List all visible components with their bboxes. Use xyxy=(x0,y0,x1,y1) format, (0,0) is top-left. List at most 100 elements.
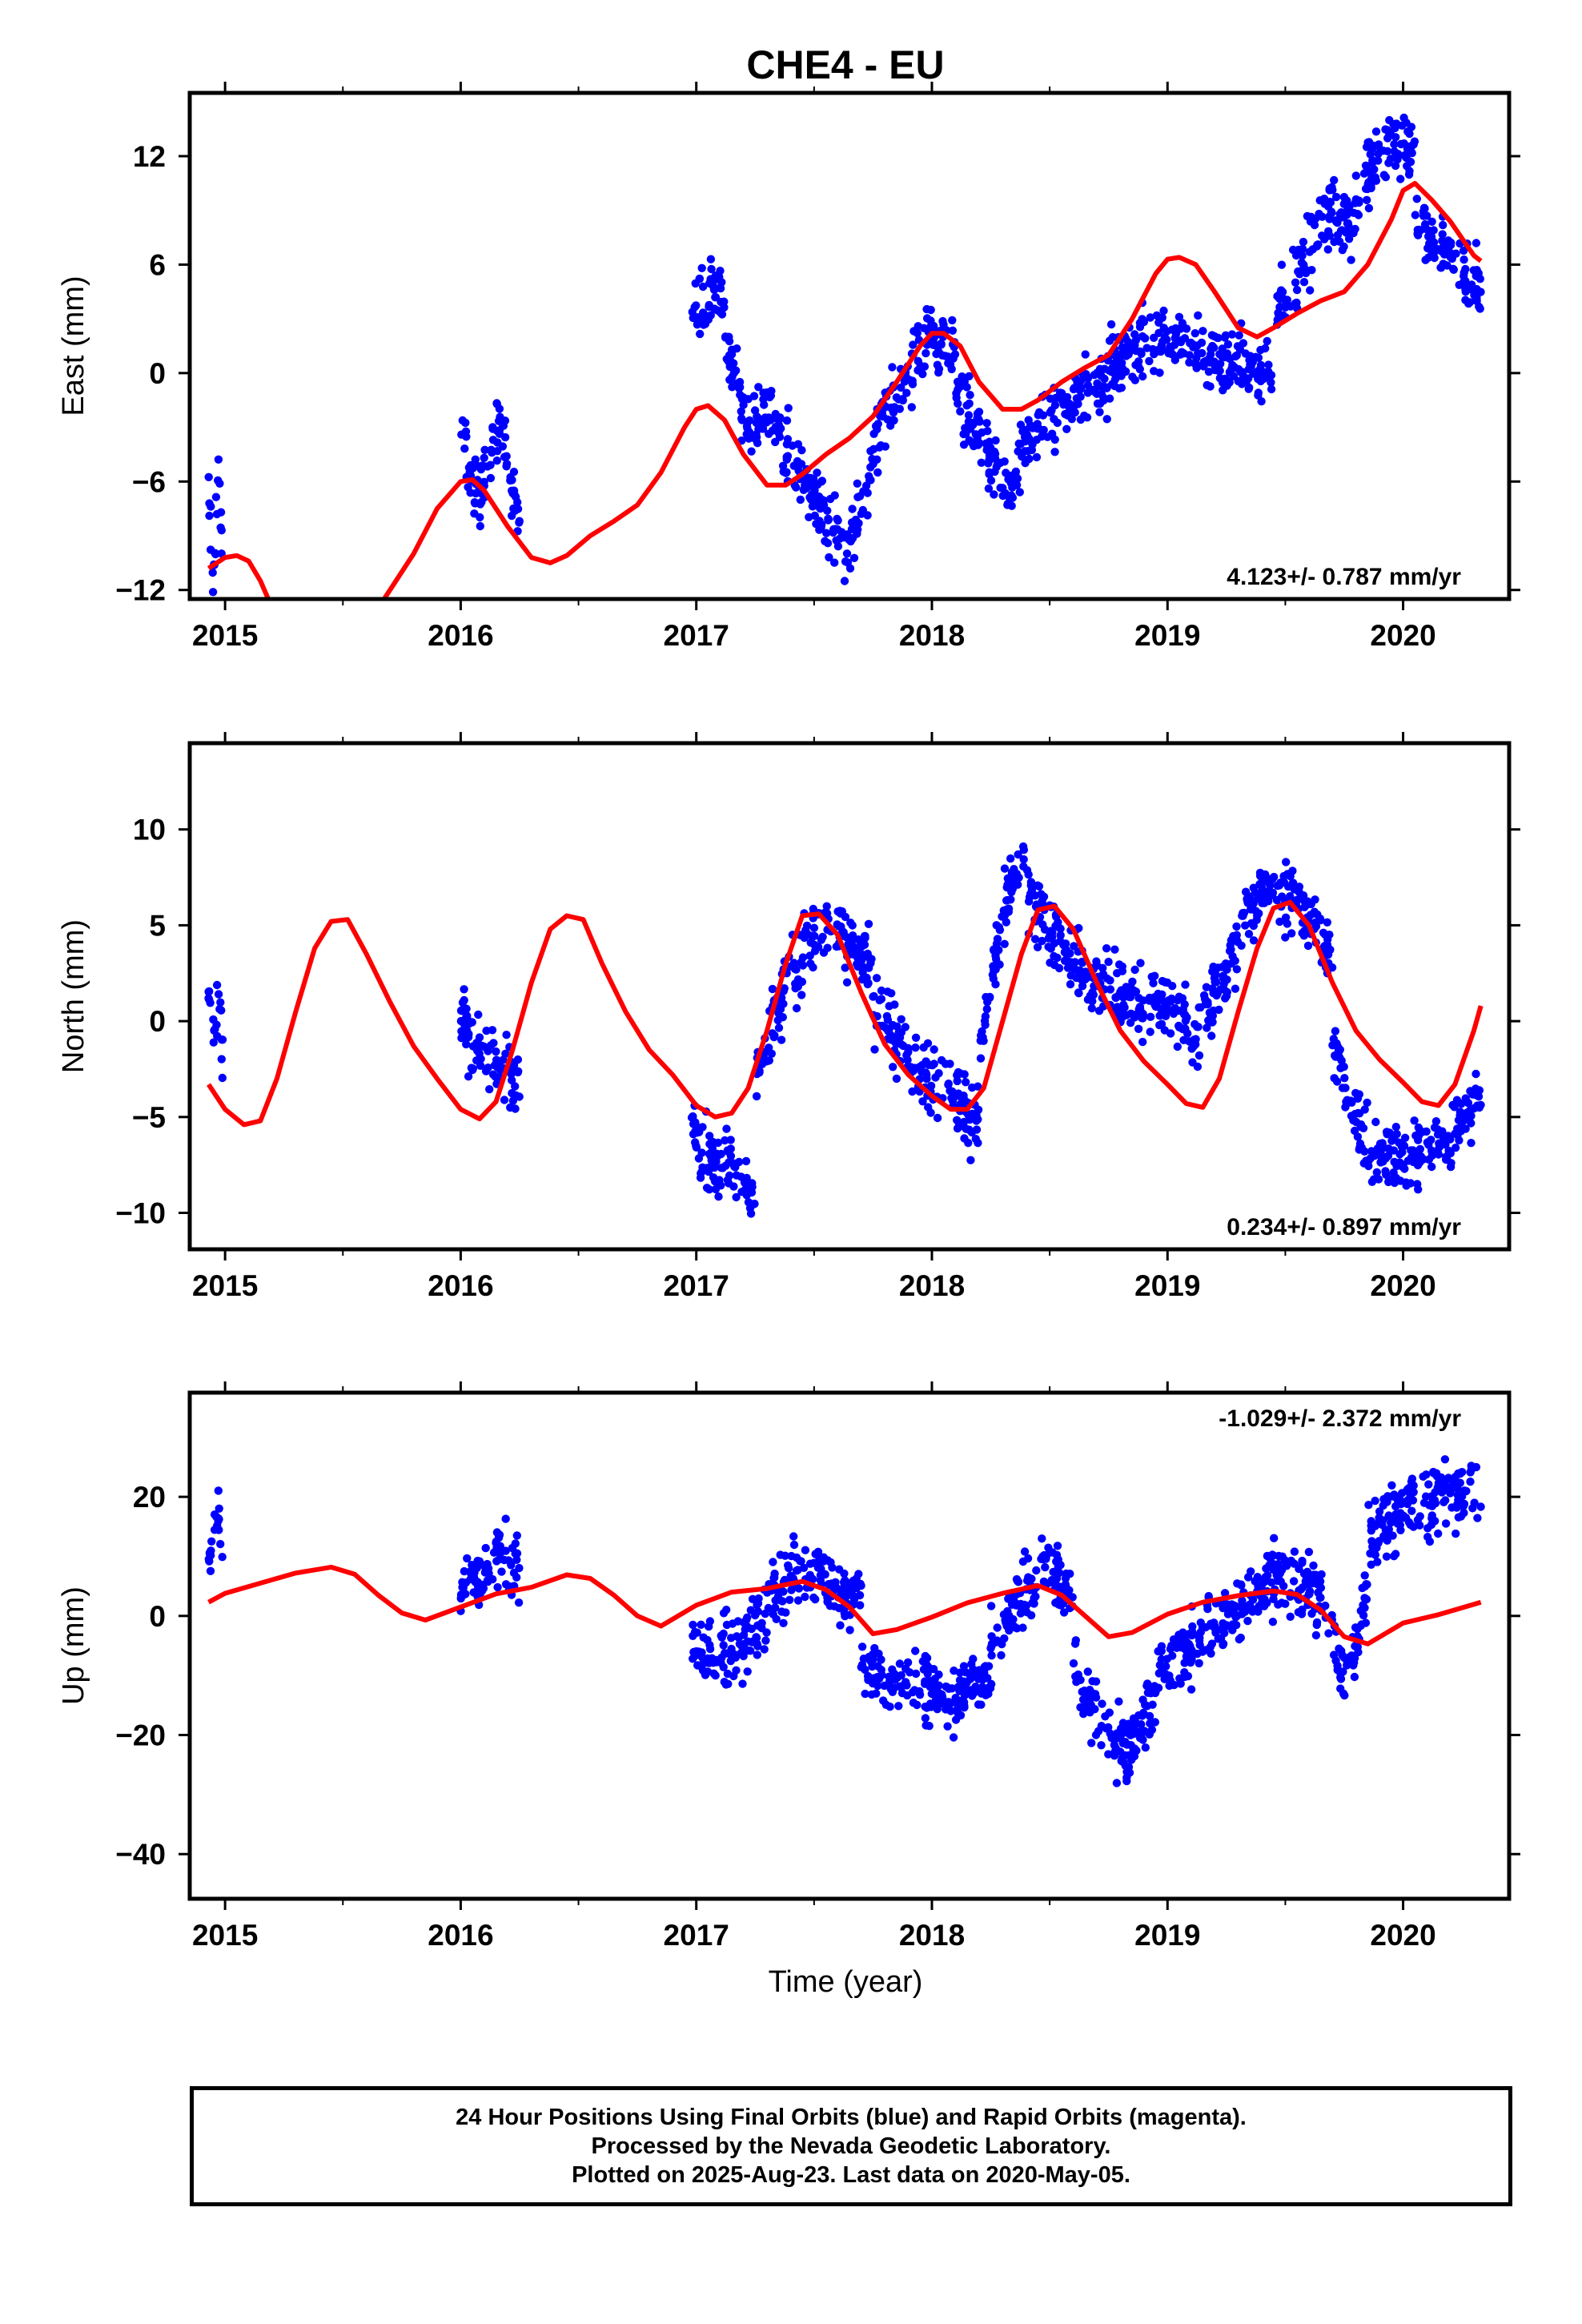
data-point xyxy=(887,989,896,998)
data-point xyxy=(1191,1019,1199,1029)
data-point xyxy=(1243,899,1252,907)
data-point xyxy=(1436,263,1445,272)
data-point xyxy=(1391,1123,1401,1132)
data-point xyxy=(1267,378,1275,387)
data-point xyxy=(1396,1497,1406,1506)
data-point xyxy=(1207,1031,1216,1040)
data-point xyxy=(1207,1639,1217,1648)
data-point xyxy=(1340,1691,1349,1700)
data-point xyxy=(813,1547,823,1557)
data-point xyxy=(1390,147,1399,156)
data-point xyxy=(705,302,713,312)
data-point xyxy=(728,372,737,381)
data-point xyxy=(1244,930,1254,939)
x-tick-label: 2017 xyxy=(664,1919,729,1952)
data-point xyxy=(1360,1582,1370,1591)
data-point xyxy=(948,1096,958,1105)
data-point xyxy=(970,441,978,451)
data-point xyxy=(1223,987,1232,997)
data-point xyxy=(895,1659,905,1668)
data-point xyxy=(1180,1668,1189,1677)
data-point xyxy=(216,998,225,1007)
data-point xyxy=(768,426,777,435)
data-point xyxy=(885,1703,894,1711)
data-point xyxy=(937,1699,946,1708)
data-point xyxy=(966,1156,975,1164)
data-point xyxy=(985,468,994,476)
data-point xyxy=(1406,1179,1415,1188)
model-curve xyxy=(207,180,1483,599)
data-point xyxy=(998,484,1007,493)
data-point xyxy=(1015,488,1025,497)
data-point xyxy=(933,1113,942,1123)
data-point xyxy=(742,422,752,431)
data-point xyxy=(1074,923,1083,933)
data-point xyxy=(1423,1138,1432,1147)
data-point xyxy=(849,553,859,562)
data-point xyxy=(1165,1681,1174,1691)
data-point xyxy=(1193,1062,1203,1072)
data-point xyxy=(1431,244,1440,253)
data-point xyxy=(1353,1094,1363,1104)
data-point xyxy=(791,983,800,993)
data-point xyxy=(207,1546,215,1555)
data-point xyxy=(903,1658,913,1667)
data-point xyxy=(1113,1729,1122,1738)
data-point xyxy=(1332,217,1342,226)
data-point xyxy=(507,1070,516,1079)
data-point xyxy=(1237,941,1246,951)
data-point xyxy=(464,1072,473,1081)
data-point xyxy=(688,308,697,316)
data-point xyxy=(793,1596,803,1605)
data-point xyxy=(1367,1526,1376,1535)
data-point xyxy=(777,1035,786,1044)
data-point xyxy=(1268,1618,1278,1626)
data-point xyxy=(1239,339,1248,348)
plot-frame xyxy=(187,741,1512,1252)
data-point xyxy=(1466,1478,1475,1486)
data-point xyxy=(1104,957,1113,967)
data-point xyxy=(705,1185,714,1194)
data-point xyxy=(1347,1112,1356,1120)
data-point xyxy=(717,1653,726,1662)
data-point xyxy=(764,1603,773,1613)
data-point xyxy=(1004,493,1014,501)
data-point xyxy=(1099,396,1108,405)
data-point xyxy=(1241,349,1250,358)
data-point xyxy=(719,1641,728,1650)
data-point xyxy=(934,348,943,356)
data-point xyxy=(1455,280,1464,289)
data-point xyxy=(779,1618,788,1628)
data-point xyxy=(851,943,861,953)
data-point xyxy=(208,588,218,597)
data-point xyxy=(1152,999,1162,1007)
data-point xyxy=(1192,364,1201,372)
data-point xyxy=(753,1621,763,1630)
data-point xyxy=(1124,1719,1134,1728)
data-point xyxy=(1166,1029,1175,1038)
data-point xyxy=(1231,1610,1240,1619)
data-point xyxy=(1232,351,1242,360)
data-point xyxy=(1263,336,1271,346)
data-point xyxy=(693,1628,701,1637)
data-point xyxy=(1446,1489,1455,1498)
data-point xyxy=(698,1165,708,1174)
data-point xyxy=(1315,209,1323,219)
data-point xyxy=(1364,1156,1374,1165)
data-point xyxy=(1289,1577,1299,1586)
data-point xyxy=(508,489,517,498)
data-point xyxy=(982,419,991,428)
data-point xyxy=(1076,392,1085,401)
data-point xyxy=(1389,1168,1398,1177)
data-point xyxy=(934,1681,943,1690)
data-point xyxy=(1128,977,1137,987)
data-point xyxy=(994,946,1003,955)
data-point xyxy=(962,1078,970,1087)
data-point xyxy=(1472,1091,1480,1100)
data-point xyxy=(921,1703,930,1711)
x-tick-label: 2019 xyxy=(1134,1919,1200,1952)
data-point xyxy=(965,399,974,408)
data-point xyxy=(1409,1522,1418,1531)
data-point xyxy=(1202,983,1211,991)
data-point xyxy=(737,414,746,423)
